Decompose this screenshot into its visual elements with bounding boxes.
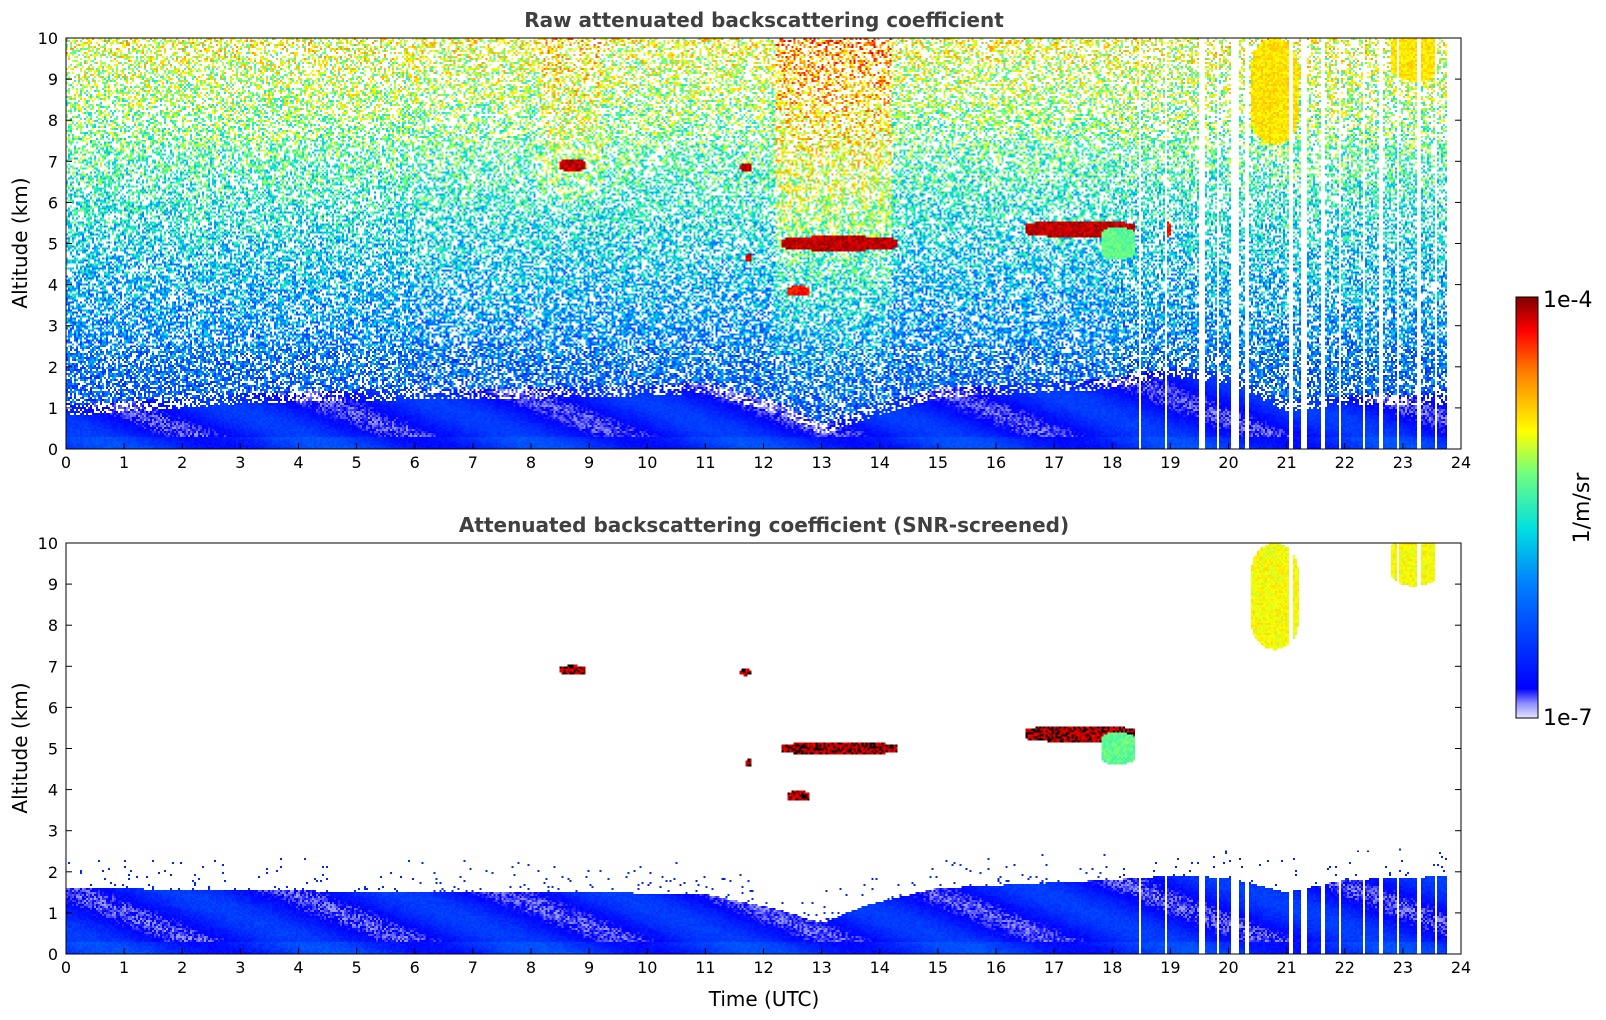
x-tick-label: 6 (410, 958, 420, 977)
y-tick-label: 1 (48, 904, 58, 923)
colorbar-min-label: 1e-7 (1543, 706, 1592, 731)
x-tick-label: 18 (1102, 453, 1122, 472)
y-tick-label: 2 (48, 358, 58, 377)
y-ticks-screened: 0 1 2 3 4 5 6 7 8 9 10 (38, 534, 1461, 964)
x-tick-label: 6 (410, 453, 420, 472)
x-tick-label: 8 (526, 453, 536, 472)
y-tick-label: 10 (38, 29, 58, 48)
y-tick-label: 7 (48, 152, 58, 171)
x-tick-label: 10 (637, 453, 657, 472)
x-tick-label: 3 (235, 453, 245, 472)
x-tick-label: 8 (526, 958, 536, 977)
x-tick-label: 9 (584, 453, 594, 472)
x-tick-label: 12 (753, 453, 773, 472)
x-tick-label: 23 (1393, 453, 1413, 472)
x-tick-label: 12 (753, 958, 773, 977)
x-tick-label: 2 (177, 453, 187, 472)
x-tick-label: 3 (235, 958, 245, 977)
x-tick-label: 21 (1276, 958, 1296, 977)
x-tick-label: 7 (468, 453, 478, 472)
x-tick-label: 4 (293, 453, 303, 472)
x-tick-label: 24 (1451, 958, 1471, 977)
x-tick-label: 19 (1160, 453, 1180, 472)
x-tick-label: 23 (1393, 958, 1413, 977)
x-tick-label: 5 (352, 958, 362, 977)
y-tick-label: 10 (38, 534, 58, 553)
y-tick-label: 6 (48, 698, 58, 717)
x-tick-label: 9 (584, 958, 594, 977)
heatmap-raw (66, 38, 1461, 449)
x-tick-label: 7 (468, 958, 478, 977)
x-tick-label: 18 (1102, 958, 1122, 977)
y-tick-label: 0 (48, 945, 58, 964)
x-tick-label: 22 (1335, 958, 1355, 977)
colorbar: 1e-4 1e-7 1/m/sr (1515, 288, 1595, 731)
x-tick-label: 20 (1218, 453, 1238, 472)
x-tick-label: 11 (695, 453, 715, 472)
y-tick-label: 6 (48, 193, 58, 212)
y-tick-label: 8 (48, 616, 58, 635)
x-tick-label: 2 (177, 958, 187, 977)
y-tick-label: 3 (48, 317, 58, 336)
y-tick-label: 0 (48, 440, 58, 459)
x-ticks-screened: 0 1 2 3 4 5 6 7 8 9 10 11 12 13 14 15 16 17 18 19 20 21 22 23 24 (61, 948, 1471, 977)
x-tick-label: 0 (61, 453, 71, 472)
x-tick-label: 19 (1160, 958, 1180, 977)
x-axis-label: Time (UTC) (708, 987, 820, 1011)
x-tick-label: 14 (870, 453, 890, 472)
x-tick-label: 20 (1218, 958, 1238, 977)
y-axis-label-raw: Altitude (km) (8, 177, 32, 308)
y-tick-label: 5 (48, 235, 58, 254)
y-tick-label: 2 (48, 863, 58, 882)
panel-raw: Raw attenuated backscattering coefficien… (8, 8, 1471, 472)
y-tick-label: 1 (48, 399, 58, 418)
x-tick-label: 4 (293, 958, 303, 977)
colorbar-max-label: 1e-4 (1543, 288, 1592, 313)
heatmap-screened (66, 543, 1461, 954)
y-tick-label: 8 (48, 111, 58, 130)
x-tick-label: 17 (1044, 958, 1064, 977)
x-tick-label: 5 (352, 453, 362, 472)
x-tick-label: 13 (811, 453, 831, 472)
y-tick-label: 3 (48, 822, 58, 841)
y-tick-label: 5 (48, 740, 58, 759)
x-tick-label: 14 (870, 958, 890, 977)
y-tick-label: 9 (48, 575, 58, 594)
y-tick-label: 7 (48, 657, 58, 676)
x-tick-label: 1 (119, 453, 129, 472)
y-ticks-raw: 0 1 2 3 4 5 6 7 8 9 10 (38, 29, 1461, 459)
y-tick-label: 4 (48, 276, 58, 295)
x-tick-label: 10 (637, 958, 657, 977)
y-axis-label-screened: Altitude (km) (8, 682, 32, 813)
x-tick-label: 16 (986, 958, 1006, 977)
x-tick-label: 21 (1276, 453, 1296, 472)
y-tick-label: 4 (48, 781, 58, 800)
x-tick-label: 11 (695, 958, 715, 977)
y-tick-label: 9 (48, 70, 58, 89)
colorbar-unit-label: 1/m/sr (1570, 472, 1595, 544)
x-tick-label: 0 (61, 958, 71, 977)
x-ticks-raw: 0 1 2 3 4 5 6 7 8 9 10 11 12 13 14 15 16 17 18 19 20 21 22 23 24 (61, 443, 1471, 472)
panel-screened: Attenuated backscattering coefficient (S… (8, 513, 1471, 1011)
x-tick-label: 15 (928, 958, 948, 977)
panel-title-screened: Attenuated backscattering coefficient (S… (459, 513, 1069, 537)
panel-title-raw: Raw attenuated backscattering coefficien… (524, 8, 1004, 32)
colorbar-gradient (1515, 296, 1539, 719)
x-tick-label: 13 (811, 958, 831, 977)
x-tick-label: 17 (1044, 453, 1064, 472)
x-tick-label: 1 (119, 958, 129, 977)
x-tick-label: 15 (928, 453, 948, 472)
x-tick-label: 24 (1451, 453, 1471, 472)
x-tick-label: 22 (1335, 453, 1355, 472)
x-tick-label: 16 (986, 453, 1006, 472)
